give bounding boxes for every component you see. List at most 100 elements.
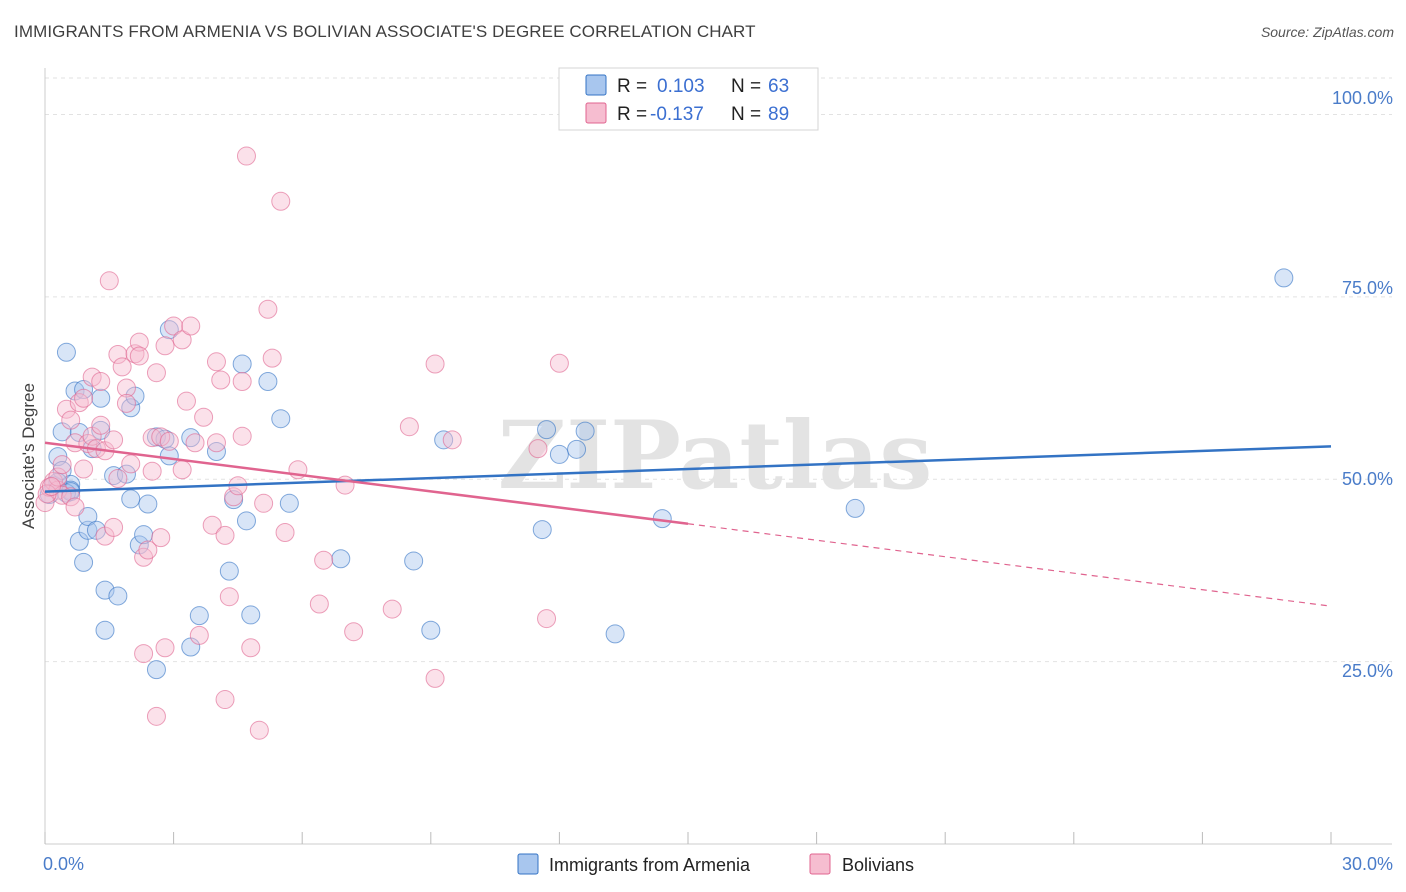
point-bolivians bbox=[172, 330, 192, 350]
legend-n-value-armenia: 63 bbox=[768, 76, 789, 97]
point-bolivians bbox=[61, 487, 81, 507]
point-bolivians bbox=[138, 540, 158, 560]
chart-title: IMMIGRANTS FROM ARMENIA VS BOLIVIAN ASSO… bbox=[14, 22, 756, 41]
x-tick-max: 30.0% bbox=[1342, 854, 1393, 874]
source-label: Source: ZipAtlas.com bbox=[1260, 24, 1394, 40]
point-bolivians bbox=[142, 461, 162, 481]
point-armenia bbox=[241, 605, 261, 625]
point-bolivians bbox=[194, 407, 214, 427]
point-bolivians bbox=[176, 391, 196, 411]
point-bolivians bbox=[155, 336, 175, 356]
point-armenia bbox=[121, 489, 141, 509]
bottom-legend: Immigrants from Armenia Bolivians bbox=[517, 853, 914, 875]
point-armenia bbox=[605, 624, 625, 644]
trend-line-armenia bbox=[44, 445, 1332, 493]
point-bolivians bbox=[151, 528, 171, 548]
point-bolivians bbox=[232, 371, 252, 391]
point-bolivians bbox=[108, 469, 128, 489]
point-bolivians bbox=[236, 146, 256, 166]
point-armenia bbox=[421, 620, 441, 640]
point-bolivians bbox=[241, 638, 261, 658]
y-tick-75: 75.0% bbox=[1342, 278, 1393, 298]
point-armenia bbox=[116, 464, 136, 484]
point-bolivians bbox=[146, 706, 166, 726]
point-bolivians bbox=[262, 348, 282, 368]
y-tick-50: 50.0% bbox=[1342, 469, 1393, 489]
point-bolivians bbox=[425, 354, 445, 374]
legend-n-label-bolivians: N = bbox=[731, 104, 761, 125]
point-armenia bbox=[279, 493, 299, 513]
point-bolivians bbox=[189, 625, 209, 645]
point-armenia bbox=[258, 371, 278, 391]
point-bolivians bbox=[116, 393, 136, 413]
point-armenia bbox=[537, 420, 557, 440]
x-tick-min: 0.0% bbox=[43, 854, 84, 874]
legend-n-label-armenia: N = bbox=[731, 76, 761, 97]
point-bolivians bbox=[104, 517, 124, 537]
stats-legend: R = 0.103 N = 63 R = -0.137 N = 89 bbox=[558, 67, 819, 131]
point-bolivians bbox=[146, 363, 166, 383]
point-bolivians bbox=[116, 378, 136, 398]
bottom-legend-label-armenia: Immigrants from Armenia bbox=[549, 855, 751, 875]
point-armenia bbox=[219, 561, 239, 581]
point-armenia bbox=[95, 580, 115, 600]
point-armenia bbox=[108, 586, 128, 606]
trend-line-bolivians bbox=[44, 441, 689, 525]
point-bolivians bbox=[549, 353, 569, 373]
point-bolivians bbox=[121, 454, 141, 474]
point-bolivians bbox=[309, 594, 329, 614]
point-bolivians bbox=[314, 550, 334, 570]
point-bolivians bbox=[442, 430, 462, 450]
point-bolivians bbox=[185, 433, 205, 453]
point-armenia bbox=[532, 520, 552, 540]
point-bolivians bbox=[48, 467, 68, 487]
point-bolivians bbox=[399, 417, 419, 437]
point-armenia bbox=[567, 439, 587, 459]
point-bolivians bbox=[425, 668, 445, 688]
point-bolivians bbox=[232, 426, 252, 446]
point-bolivians bbox=[254, 493, 274, 513]
point-bolivians bbox=[82, 367, 102, 387]
point-bolivians bbox=[134, 644, 154, 664]
point-bolivians bbox=[129, 332, 149, 352]
point-bolivians bbox=[206, 352, 226, 372]
point-bolivians bbox=[275, 522, 295, 542]
point-bolivians bbox=[99, 271, 119, 291]
y-axis-label: Associate's Degree bbox=[19, 383, 38, 529]
point-armenia bbox=[159, 446, 179, 466]
point-bolivians bbox=[202, 515, 222, 535]
point-armenia bbox=[91, 388, 111, 408]
series-bolivians-points bbox=[35, 146, 569, 740]
legend-r-value-armenia: 0.103 bbox=[657, 76, 705, 97]
point-bolivians bbox=[151, 427, 171, 447]
point-bolivians bbox=[215, 690, 235, 710]
point-bolivians bbox=[344, 622, 364, 642]
point-bolivians bbox=[104, 430, 124, 450]
point-armenia bbox=[331, 549, 351, 569]
point-bolivians bbox=[249, 720, 269, 740]
point-armenia bbox=[549, 444, 569, 464]
point-bolivians bbox=[181, 316, 201, 336]
point-bolivians bbox=[219, 587, 239, 607]
point-armenia bbox=[146, 660, 166, 680]
point-armenia bbox=[271, 409, 291, 429]
point-bolivians bbox=[224, 487, 244, 507]
point-bolivians bbox=[74, 459, 94, 479]
point-bolivians bbox=[258, 299, 278, 319]
point-armenia bbox=[1274, 268, 1294, 288]
point-bolivians bbox=[129, 346, 149, 366]
point-bolivians bbox=[215, 525, 235, 545]
point-bolivians bbox=[164, 316, 184, 336]
point-armenia bbox=[95, 620, 115, 640]
trend-line-bolivians-extension bbox=[687, 523, 1332, 607]
point-armenia bbox=[78, 506, 98, 526]
point-bolivians bbox=[112, 357, 132, 377]
point-armenia bbox=[232, 354, 252, 374]
legend-n-value-bolivians: 89 bbox=[768, 104, 789, 125]
legend-swatch-armenia bbox=[585, 74, 607, 96]
legend-r-label-armenia: R = bbox=[617, 76, 647, 97]
point-armenia bbox=[189, 606, 209, 626]
point-bolivians bbox=[537, 609, 557, 629]
point-armenia bbox=[138, 494, 158, 514]
